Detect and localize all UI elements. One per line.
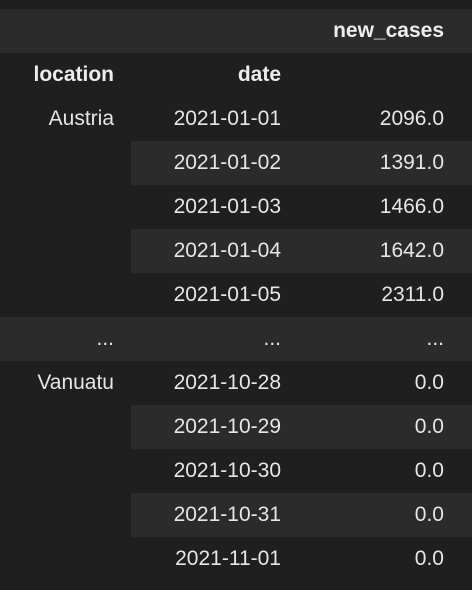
cell-new-cases: 1466.0 — [379, 195, 444, 218]
cell-new-cases: 1642.0 — [379, 239, 444, 262]
index-name-date: date — [237, 63, 281, 86]
table-row: 2021-01-02 1391.0 — [0, 141, 472, 185]
cell-location — [0, 273, 114, 317]
table-row: 2021-10-31 0.0 — [0, 493, 472, 537]
row-stripe — [131, 405, 472, 449]
cell-date: ... — [263, 327, 281, 350]
cell-new-cases: 0.0 — [414, 503, 444, 526]
index-name-location: location — [33, 63, 114, 86]
cell-location — [0, 141, 114, 185]
cell-date: 2021-01-04 — [173, 239, 281, 262]
cell-new-cases: 0.0 — [414, 459, 444, 482]
cell-date: 2021-10-29 — [173, 415, 281, 438]
cell-date: 2021-01-01 — [173, 107, 281, 130]
table-row: 2021-01-05 2311.0 — [0, 273, 472, 317]
cell-location: Austria — [48, 107, 114, 130]
row-stripe — [131, 141, 472, 185]
cell-new-cases: ... — [426, 327, 444, 350]
cell-location: Vanuatu — [37, 371, 114, 394]
row-stripe — [0, 317, 472, 361]
table-row: Vanuatu 2021-10-28 0.0 — [0, 361, 472, 405]
cell-location: ... — [96, 327, 114, 350]
column-header-new-cases: new_cases — [333, 19, 444, 42]
cell-date: 2021-01-02 — [173, 151, 281, 174]
cell-location — [0, 449, 114, 493]
table-row: 2021-11-01 0.0 — [0, 537, 472, 581]
cell-location — [0, 405, 114, 449]
table-row: 2021-10-30 0.0 — [0, 449, 472, 493]
row-stripe — [131, 229, 472, 273]
cell-new-cases: 0.0 — [414, 547, 444, 570]
table-row: Austria 2021-01-01 2096.0 — [0, 97, 472, 141]
table-row: 2021-10-29 0.0 — [0, 405, 472, 449]
cell-new-cases: 0.0 — [414, 415, 444, 438]
cell-new-cases: 2311.0 — [381, 283, 444, 306]
cell-date: 2021-11-01 — [175, 547, 281, 570]
cell-location — [0, 229, 114, 273]
header-row-columns: new_cases — [0, 9, 472, 53]
table-row: ......... — [0, 317, 472, 361]
cell-location — [0, 185, 114, 229]
cell-date: 2021-10-30 — [173, 459, 281, 482]
cell-date: 2021-10-31 — [173, 503, 281, 526]
cell-date: 2021-10-28 — [173, 371, 281, 394]
row-stripe — [131, 493, 472, 537]
cell-new-cases: 1391.0 — [379, 151, 444, 174]
header-row-index-names: location date — [0, 53, 472, 97]
cell-location — [0, 537, 114, 581]
cell-date: 2021-01-03 — [173, 195, 281, 218]
header-stripe — [0, 9, 472, 53]
cell-location — [0, 493, 114, 537]
table-row: 2021-01-04 1642.0 — [0, 229, 472, 273]
table-row: 2021-01-03 1466.0 — [0, 185, 472, 229]
cell-new-cases: 2096.0 — [379, 107, 444, 130]
cell-date: 2021-01-05 — [173, 283, 281, 306]
cell-new-cases: 0.0 — [414, 371, 444, 394]
